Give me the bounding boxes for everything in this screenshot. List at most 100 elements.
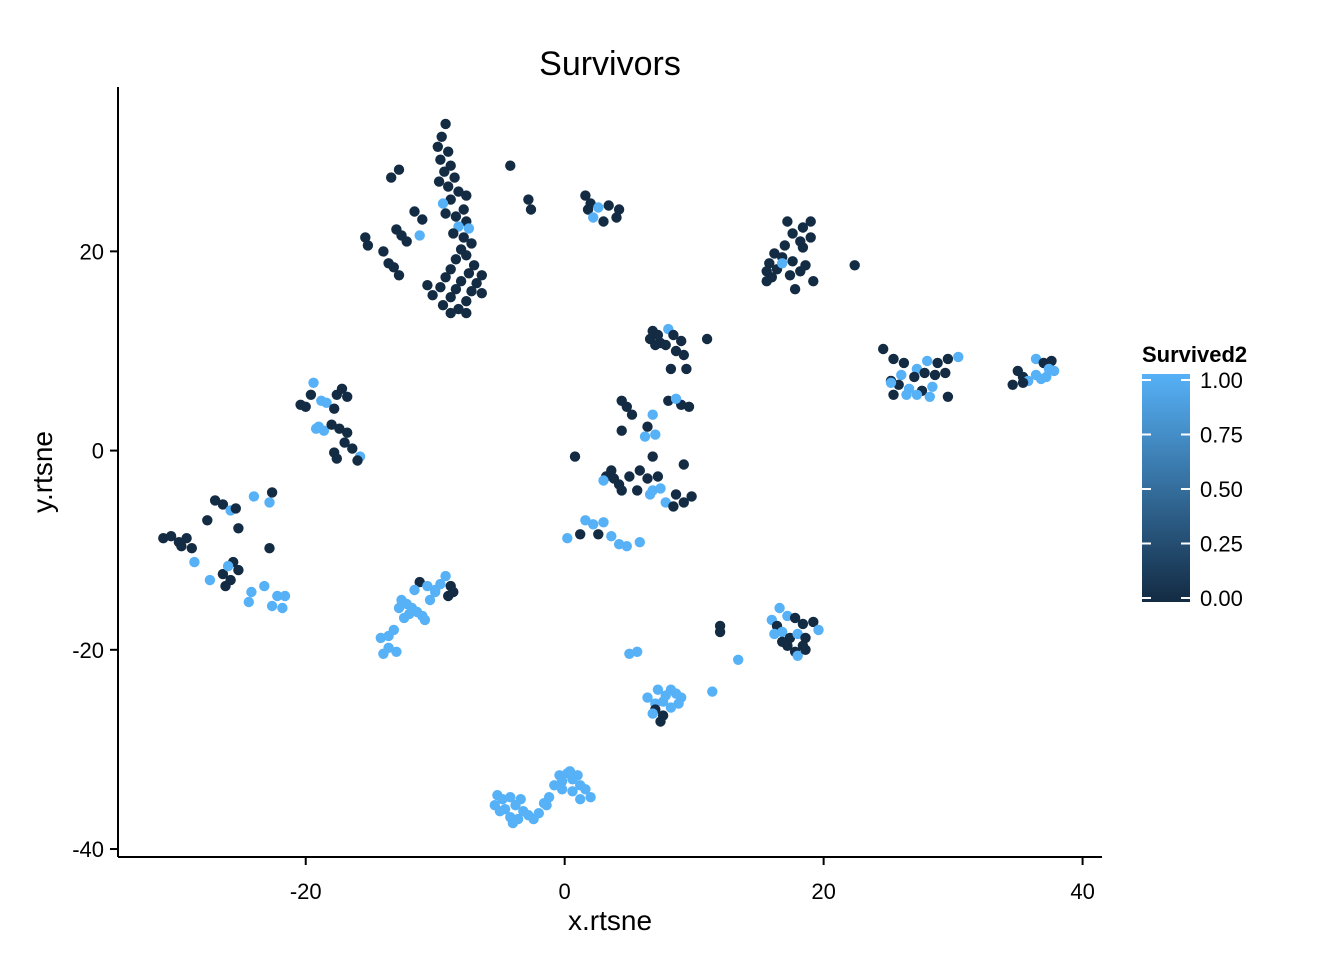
data-point [445, 307, 456, 319]
data-point [217, 568, 229, 580]
data-point [449, 172, 460, 183]
data-point [386, 172, 397, 183]
legend-tick-label: 1.00 [1200, 368, 1243, 393]
data-point [647, 409, 658, 420]
data-point [678, 459, 689, 470]
legend-ticks: 0.00 0.25 0.50 0.75 1.00 [1142, 368, 1243, 611]
data-point [440, 272, 451, 283]
data-point [331, 453, 342, 464]
data-point [433, 176, 445, 187]
data-point [585, 792, 596, 803]
data-point [305, 389, 317, 400]
data-point [440, 118, 451, 130]
data-point [204, 574, 216, 586]
data-point [888, 389, 899, 400]
data-point [494, 806, 506, 817]
data-point [186, 543, 197, 554]
legend-tick-label: 0.00 [1200, 586, 1243, 611]
data-point [189, 556, 200, 568]
data-point [575, 529, 586, 540]
y-tick-label: 20 [80, 239, 104, 264]
data-point [422, 580, 433, 592]
data-point [466, 286, 477, 297]
data-point [458, 232, 469, 243]
data-point [792, 650, 803, 661]
data-point [445, 292, 456, 303]
data-point [911, 389, 923, 400]
data-point [222, 560, 234, 572]
data-point [360, 232, 371, 243]
data-point [398, 612, 410, 624]
data-point [461, 296, 472, 307]
data-point [507, 817, 519, 829]
data-point [670, 345, 682, 357]
data-point [784, 270, 796, 281]
data-point [650, 339, 661, 351]
data-point [1030, 353, 1042, 365]
data-point [220, 580, 231, 592]
data-point [556, 784, 568, 795]
data-point [230, 503, 241, 514]
data-point [497, 794, 508, 805]
data-point [701, 333, 713, 345]
data-point [217, 499, 229, 510]
data-point [942, 353, 954, 365]
data-point [621, 401, 632, 412]
data-point [310, 423, 322, 434]
data-point [683, 401, 695, 412]
data-point [632, 646, 643, 657]
data-point [471, 278, 482, 289]
data-point [401, 236, 412, 247]
data-point [626, 409, 638, 420]
data-point [318, 425, 330, 436]
data-point [347, 443, 358, 454]
data-point [580, 515, 591, 526]
x-tick-label: 40 [1070, 879, 1094, 904]
data-point [1017, 377, 1029, 388]
x-axis-ticks: -20 0 20 40 [290, 857, 1095, 904]
data-point [414, 576, 425, 588]
data-point [782, 216, 793, 227]
data-point [437, 198, 449, 209]
data-point [805, 232, 816, 243]
legend-title: Survived2 [1142, 342, 1247, 367]
data-point [554, 770, 565, 781]
data-point [165, 531, 177, 542]
data-point [445, 264, 456, 275]
data-point [1007, 379, 1018, 390]
data-point [929, 369, 941, 381]
data-point [321, 397, 332, 408]
data-point [409, 584, 420, 596]
data-point [523, 194, 534, 205]
data-point [375, 632, 386, 644]
data-point [678, 349, 689, 361]
data-point [901, 389, 912, 400]
data-point [336, 383, 348, 394]
data-point [448, 228, 459, 239]
data-point [650, 429, 661, 440]
data-point [463, 223, 475, 234]
data-point [598, 517, 609, 528]
data-point [800, 644, 811, 655]
data-point [655, 483, 666, 494]
data-point [1046, 355, 1057, 367]
data-point [953, 351, 964, 363]
legend: Survived2 0.00 0.25 0.50 0.75 1.00 [1142, 342, 1247, 611]
data-point [266, 487, 278, 498]
data-point [1048, 365, 1060, 377]
data-point [505, 160, 516, 171]
data-point [209, 495, 221, 506]
data-point [774, 602, 785, 614]
data-point [598, 475, 609, 486]
data-point [279, 590, 291, 602]
data-point [593, 529, 604, 540]
data-point [632, 485, 643, 496]
data-point [652, 329, 664, 341]
data-point [461, 190, 472, 201]
data-point [797, 242, 809, 253]
data-point [769, 628, 780, 640]
data-point [665, 702, 677, 713]
data-point [246, 586, 257, 598]
data-point [158, 533, 169, 544]
data-point [779, 240, 790, 251]
